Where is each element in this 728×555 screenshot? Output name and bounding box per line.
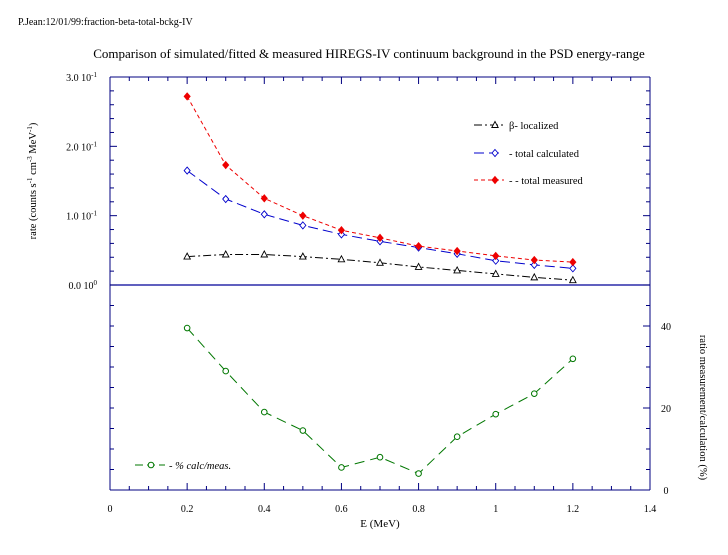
x-tick-label: 1.4	[644, 504, 657, 515]
legend-marker-beta	[491, 120, 499, 128]
data-point-meas	[299, 211, 307, 220]
data-point-calc	[530, 260, 538, 270]
y-tick-label: 2.0 10-1	[66, 140, 97, 153]
y-tick-label: 1.0 10-1	[66, 210, 97, 223]
ratio-tick-label: 40	[661, 322, 671, 333]
legend-marker-calc	[491, 148, 499, 158]
x-tick-label: 1	[493, 504, 498, 515]
y-axis-label: rate (counts s-1 cm-3 MeV-1)	[26, 122, 39, 239]
y-tick-exponent: -1	[91, 210, 97, 218]
data-point-meas	[569, 257, 577, 267]
data-point-calc	[299, 221, 307, 230]
x-tick-label: 0.2	[181, 504, 194, 515]
y-axis-label-part: -1	[26, 126, 34, 132]
data-point-ratio	[222, 367, 230, 375]
data-point-beta	[453, 265, 462, 274]
data-point-calc	[260, 210, 268, 219]
data-point-beta	[491, 269, 500, 277]
y-axis-label-part: rate (counts s	[28, 183, 39, 239]
x-tick-label: 0.6	[335, 504, 348, 515]
data-point-meas	[492, 251, 500, 261]
x-tick-label: 1.2	[567, 504, 580, 515]
data-point-meas	[376, 233, 384, 243]
data-point-ratio	[183, 324, 191, 332]
y-tick-exponent: 0	[94, 279, 98, 287]
legend-marker-ratio	[147, 461, 155, 469]
data-point-beta	[337, 254, 346, 263]
data-point-meas	[260, 194, 268, 203]
y-axis-label-part: cm	[28, 162, 39, 177]
data-point-meas	[530, 255, 538, 265]
x-tick-label: 0.8	[412, 504, 425, 515]
ratio-tick-label: 20	[661, 404, 671, 415]
data-point-beta	[183, 252, 192, 260]
data-point-beta	[221, 250, 230, 258]
data-point-ratio	[260, 408, 268, 416]
data-point-beta	[414, 262, 423, 270]
legend-label-calc: - total calculated	[509, 149, 580, 160]
y-tick-exponent: -1	[91, 71, 97, 79]
data-point-beta	[260, 250, 269, 258]
y-axis-label-part: -1	[26, 177, 34, 183]
x-tick-label: 0	[108, 504, 113, 515]
data-point-beta	[530, 272, 539, 281]
y-axis-label-part: MeV	[28, 132, 39, 157]
plot-area: 3.0 10-1 2.0 10-1 1.0 10-1 0.0 100 rate (cou…	[26, 71, 708, 530]
data-point-ratio	[569, 355, 577, 363]
data-point-calc	[183, 166, 191, 175]
data-point-calc	[569, 264, 577, 273]
legend-label-beta: β- localized	[509, 121, 559, 132]
data-point-ratio	[492, 410, 500, 418]
data-point-ratio	[415, 470, 422, 477]
legend-marker-meas	[491, 175, 499, 185]
series-line-calc	[186, 170, 573, 269]
data-point-ratio	[299, 427, 307, 434]
y-tick-label: 3.0 10-1	[66, 71, 97, 84]
data-point-calc	[492, 256, 500, 265]
data-point-meas	[453, 246, 461, 256]
ratio-axis-label: ratio measurement/calculation (%)	[697, 335, 708, 481]
data-point-beta	[376, 258, 384, 266]
data-point-ratio	[376, 453, 384, 461]
y-tick-exponent: -1	[91, 140, 97, 148]
data-point-ratio	[453, 433, 461, 441]
data-point-beta	[568, 275, 577, 284]
data-point-meas	[414, 241, 423, 251]
data-point-meas	[183, 92, 191, 101]
data-point-meas	[222, 160, 230, 170]
data-point-ratio	[338, 464, 345, 471]
legend-label-meas: - - total measured	[509, 176, 584, 187]
ratio-tick-label: 0	[664, 486, 669, 497]
x-axis-label: E (MeV)	[360, 518, 400, 530]
data-point-meas	[337, 226, 346, 235]
y-axis-label-part: )	[28, 122, 39, 126]
plot-id-label: P.Jean:12/01/99:fraction-beta-total-bckg…	[18, 17, 193, 28]
chart-title: Comparison of simulated/fitted & measure…	[93, 46, 645, 61]
x-tick-label: 0.4	[258, 504, 271, 515]
legend-label-ratio: - % calc/meas.	[169, 461, 231, 472]
data-point-ratio	[530, 390, 538, 397]
y-tick-label: 0.0 100	[69, 279, 98, 292]
data-point-beta	[298, 252, 307, 260]
y-axis-label-part: -3	[26, 156, 34, 162]
series-line-ratio	[186, 327, 574, 475]
series-line-beta	[187, 253, 573, 281]
data-point-calc	[222, 194, 230, 204]
